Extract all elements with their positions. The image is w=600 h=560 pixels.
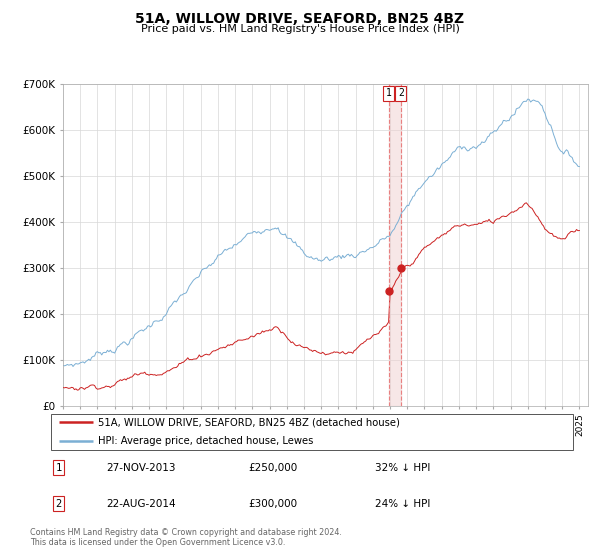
Text: 51A, WILLOW DRIVE, SEAFORD, BN25 4BZ: 51A, WILLOW DRIVE, SEAFORD, BN25 4BZ	[136, 12, 464, 26]
Text: £300,000: £300,000	[248, 499, 298, 509]
Text: Price paid vs. HM Land Registry's House Price Index (HPI): Price paid vs. HM Land Registry's House …	[140, 24, 460, 34]
Text: 22-AUG-2014: 22-AUG-2014	[106, 499, 176, 509]
Text: 27-NOV-2013: 27-NOV-2013	[106, 463, 176, 473]
Bar	[389, 84, 401, 406]
Text: This data is licensed under the Open Government Licence v3.0.: This data is licensed under the Open Gov…	[30, 538, 286, 547]
FancyBboxPatch shape	[50, 414, 574, 450]
Text: 1: 1	[386, 88, 392, 98]
Text: Contains HM Land Registry data © Crown copyright and database right 2024.: Contains HM Land Registry data © Crown c…	[30, 528, 342, 536]
Text: HPI: Average price, detached house, Lewes: HPI: Average price, detached house, Lewe…	[98, 436, 314, 446]
Text: 2: 2	[55, 499, 62, 509]
Text: 32% ↓ HPI: 32% ↓ HPI	[376, 463, 431, 473]
Text: 24% ↓ HPI: 24% ↓ HPI	[376, 499, 431, 509]
Text: £250,000: £250,000	[248, 463, 298, 473]
Text: 2: 2	[398, 88, 404, 98]
Text: 51A, WILLOW DRIVE, SEAFORD, BN25 4BZ (detached house): 51A, WILLOW DRIVE, SEAFORD, BN25 4BZ (de…	[98, 417, 400, 427]
Text: 1: 1	[55, 463, 62, 473]
